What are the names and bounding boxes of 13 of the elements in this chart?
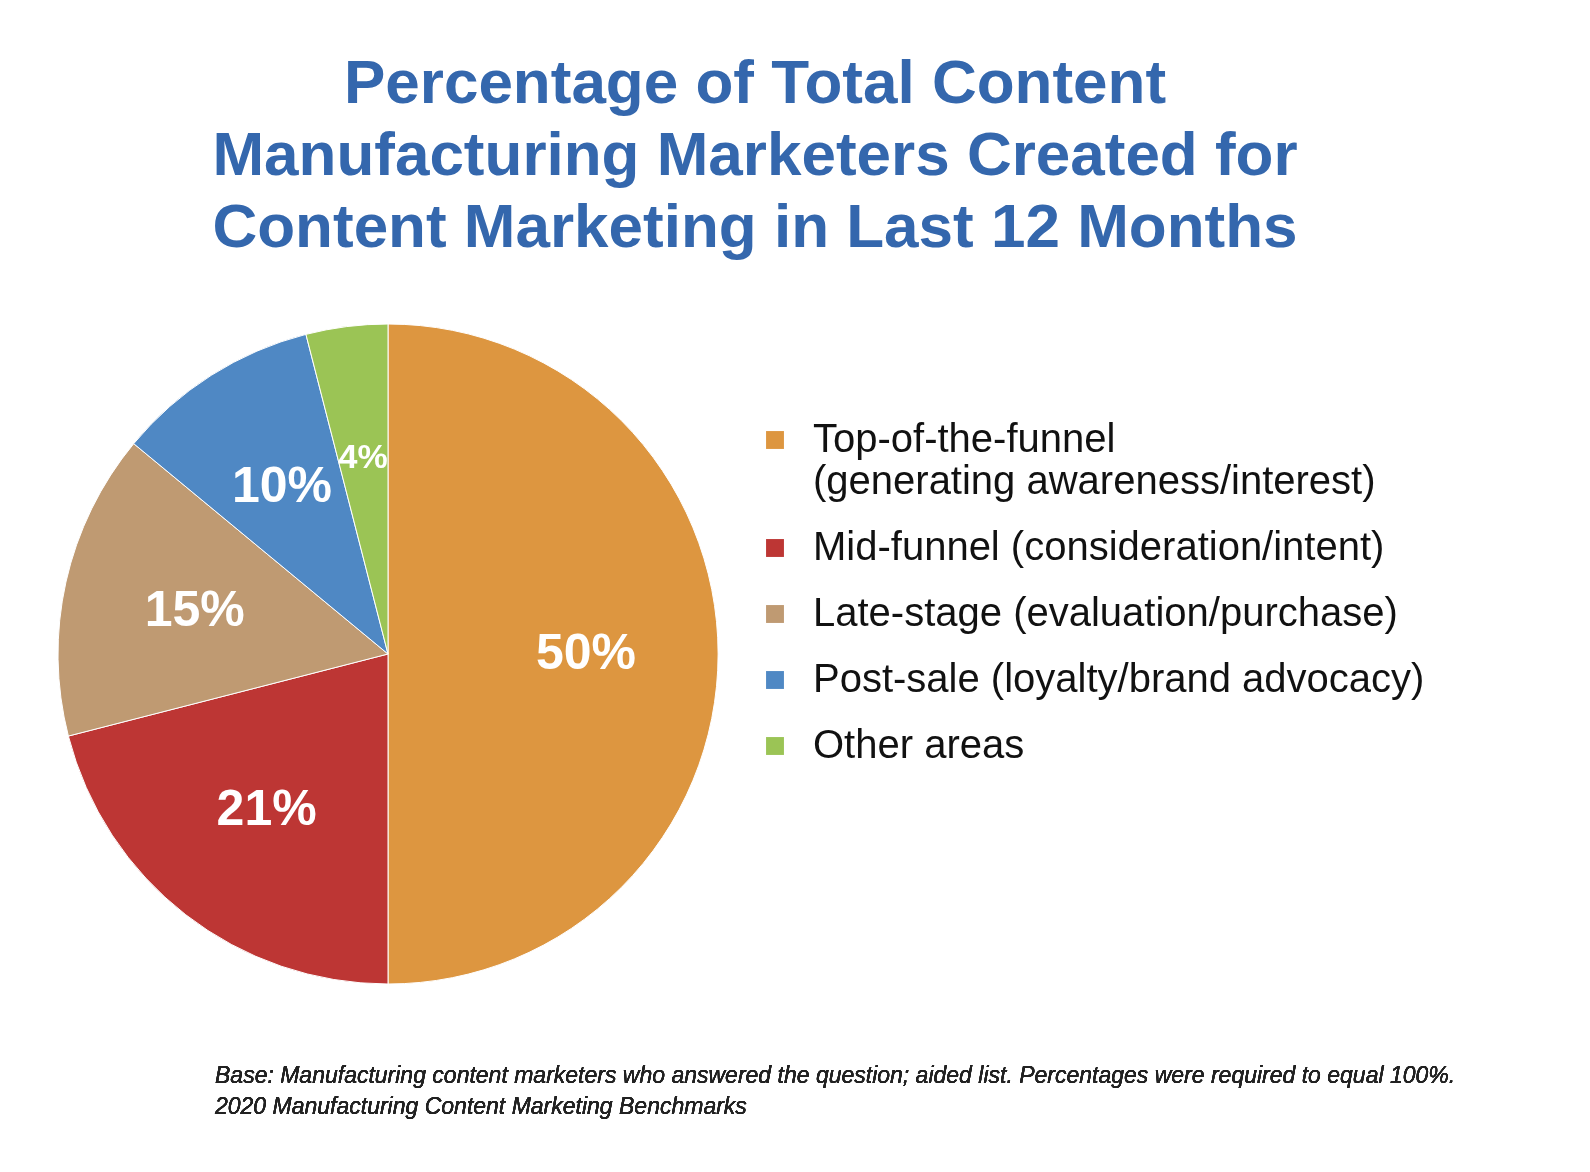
text: 2020 Manufacturing Content Marketing Benchmarks xyxy=(214,1093,748,1119)
legend-label: Mid-funnel (consideration/intent) xyxy=(813,524,1385,568)
legend-label: Other areas xyxy=(813,722,1025,766)
data-label: 50% xyxy=(535,624,637,680)
data-label: 15% xyxy=(144,580,245,637)
legend-label: Post-sale (loyalty/brand advocacy) xyxy=(813,656,1425,700)
data-label: 21% xyxy=(216,780,317,837)
legend-label: Late-stage (evaluation/purchase) xyxy=(813,590,1398,634)
data-label: 4% xyxy=(338,436,388,475)
chart-title: Percentage of Total Content Manufacturing Marketers Created for Content Marketing in Last 12 Months xyxy=(212,47,1298,260)
data-label: 10% xyxy=(231,456,332,513)
legend-label: Top-of-the-funnel (generating awareness/interest) xyxy=(813,416,1376,502)
text: Base: Manufacturing content marketers who answered the question; aided list. Percentages were required to equal 100%. xyxy=(215,1062,1456,1088)
